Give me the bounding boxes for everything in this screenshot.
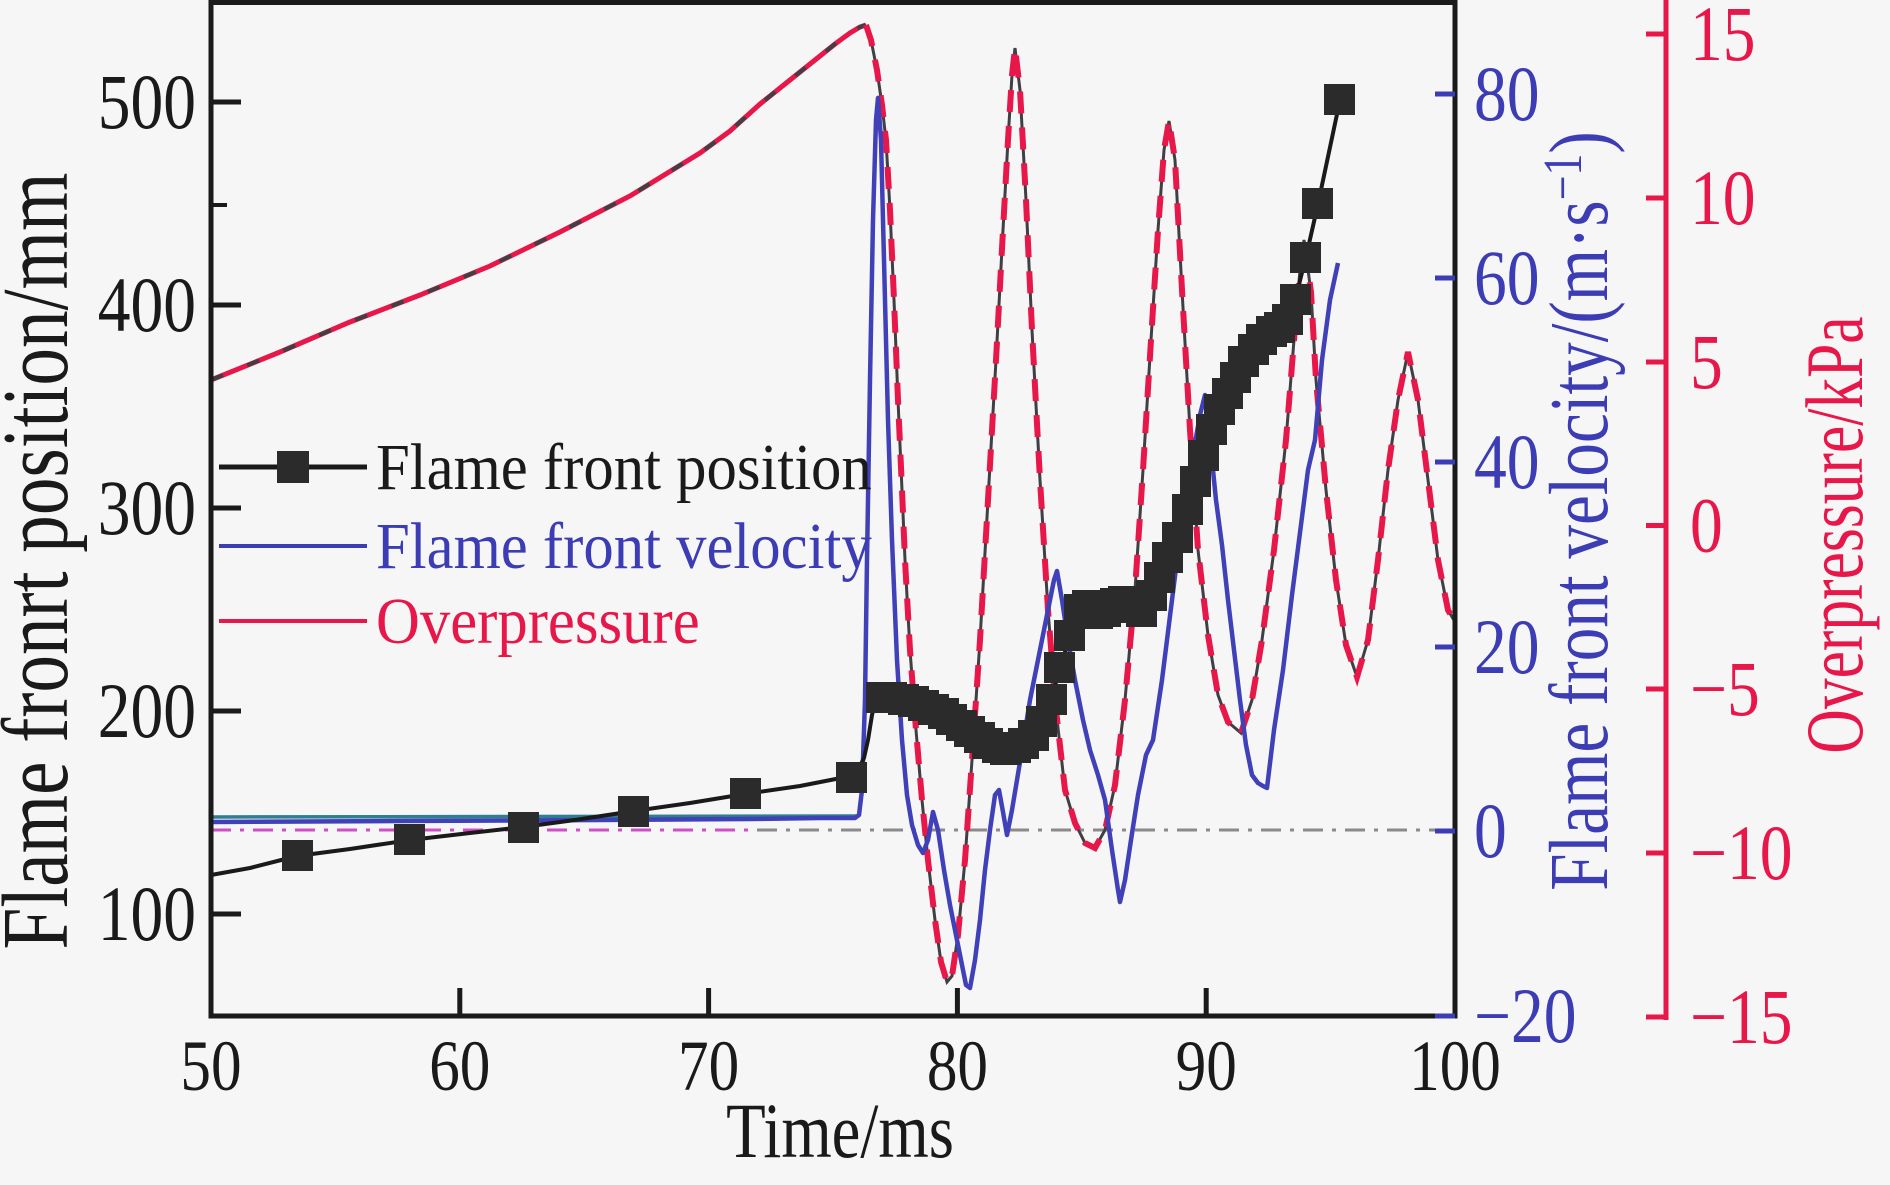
svg-text:Flame front position: Flame front position	[376, 430, 872, 504]
svg-text:200: 200	[98, 668, 196, 755]
svg-text:Time/ms: Time/ms	[726, 1087, 954, 1174]
svg-text:Overpressure/kPa: Overpressure/kPa	[1788, 316, 1880, 753]
svg-text:5: 5	[1690, 319, 1723, 406]
svg-text:50: 50	[180, 1026, 241, 1106]
svg-text:90: 90	[1176, 1026, 1237, 1106]
svg-text:−5: −5	[1690, 646, 1760, 733]
svg-text:40: 40	[1474, 419, 1540, 506]
svg-text:10: 10	[1690, 155, 1756, 242]
svg-text:15: 15	[1690, 0, 1756, 77]
svg-text:500: 500	[98, 59, 196, 146]
svg-text:80: 80	[927, 1026, 988, 1106]
svg-text:Overpressure: Overpressure	[376, 584, 700, 658]
svg-text:100: 100	[98, 871, 196, 958]
svg-text:70: 70	[678, 1026, 739, 1106]
svg-text:−10: −10	[1690, 810, 1792, 897]
svg-text:0: 0	[1474, 788, 1507, 875]
svg-text:−20: −20	[1474, 973, 1576, 1060]
svg-text:Flame front velocity: Flame front velocity	[376, 509, 872, 583]
svg-text:Flame fronrt position/mm: Flame fronrt position/mm	[0, 173, 88, 950]
svg-text:0: 0	[1690, 482, 1723, 569]
svg-text:−15: −15	[1690, 974, 1792, 1061]
svg-text:60: 60	[1474, 235, 1540, 322]
svg-text:100: 100	[1409, 1026, 1501, 1106]
svg-text:60: 60	[429, 1026, 490, 1106]
svg-text:80: 80	[1474, 51, 1540, 138]
svg-text:300: 300	[98, 465, 196, 552]
svg-text:20: 20	[1474, 604, 1540, 691]
svg-text:400: 400	[98, 262, 196, 349]
svg-text:Flame front velocity/(m·s−1): Flame front velocity/(m·s−1)	[1532, 131, 1625, 891]
